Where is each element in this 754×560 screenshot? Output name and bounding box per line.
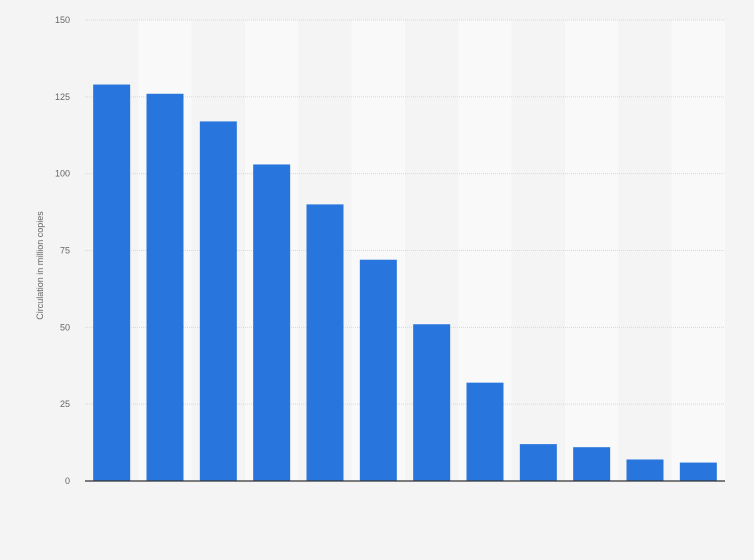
bar — [413, 324, 451, 481]
y-tick-label: 150 — [55, 15, 70, 25]
bar — [466, 382, 504, 481]
y-tick-label: 50 — [60, 322, 70, 332]
y-tick-label: 75 — [60, 246, 70, 256]
band-background — [671, 20, 725, 481]
bar — [199, 121, 237, 482]
y-axis-label: Circulation in million copies — [35, 211, 45, 320]
bar — [519, 444, 557, 481]
y-tick-label: 0 — [65, 476, 70, 486]
bar — [93, 84, 131, 481]
bar — [306, 204, 344, 481]
y-tick-label: 100 — [55, 169, 70, 179]
bar — [573, 447, 611, 481]
bar — [253, 164, 291, 482]
bar — [146, 93, 184, 481]
bar — [626, 459, 664, 481]
bar — [679, 462, 717, 481]
y-tick-label: 125 — [55, 92, 70, 102]
bar — [359, 259, 397, 481]
y-tick-label: 25 — [60, 399, 70, 409]
